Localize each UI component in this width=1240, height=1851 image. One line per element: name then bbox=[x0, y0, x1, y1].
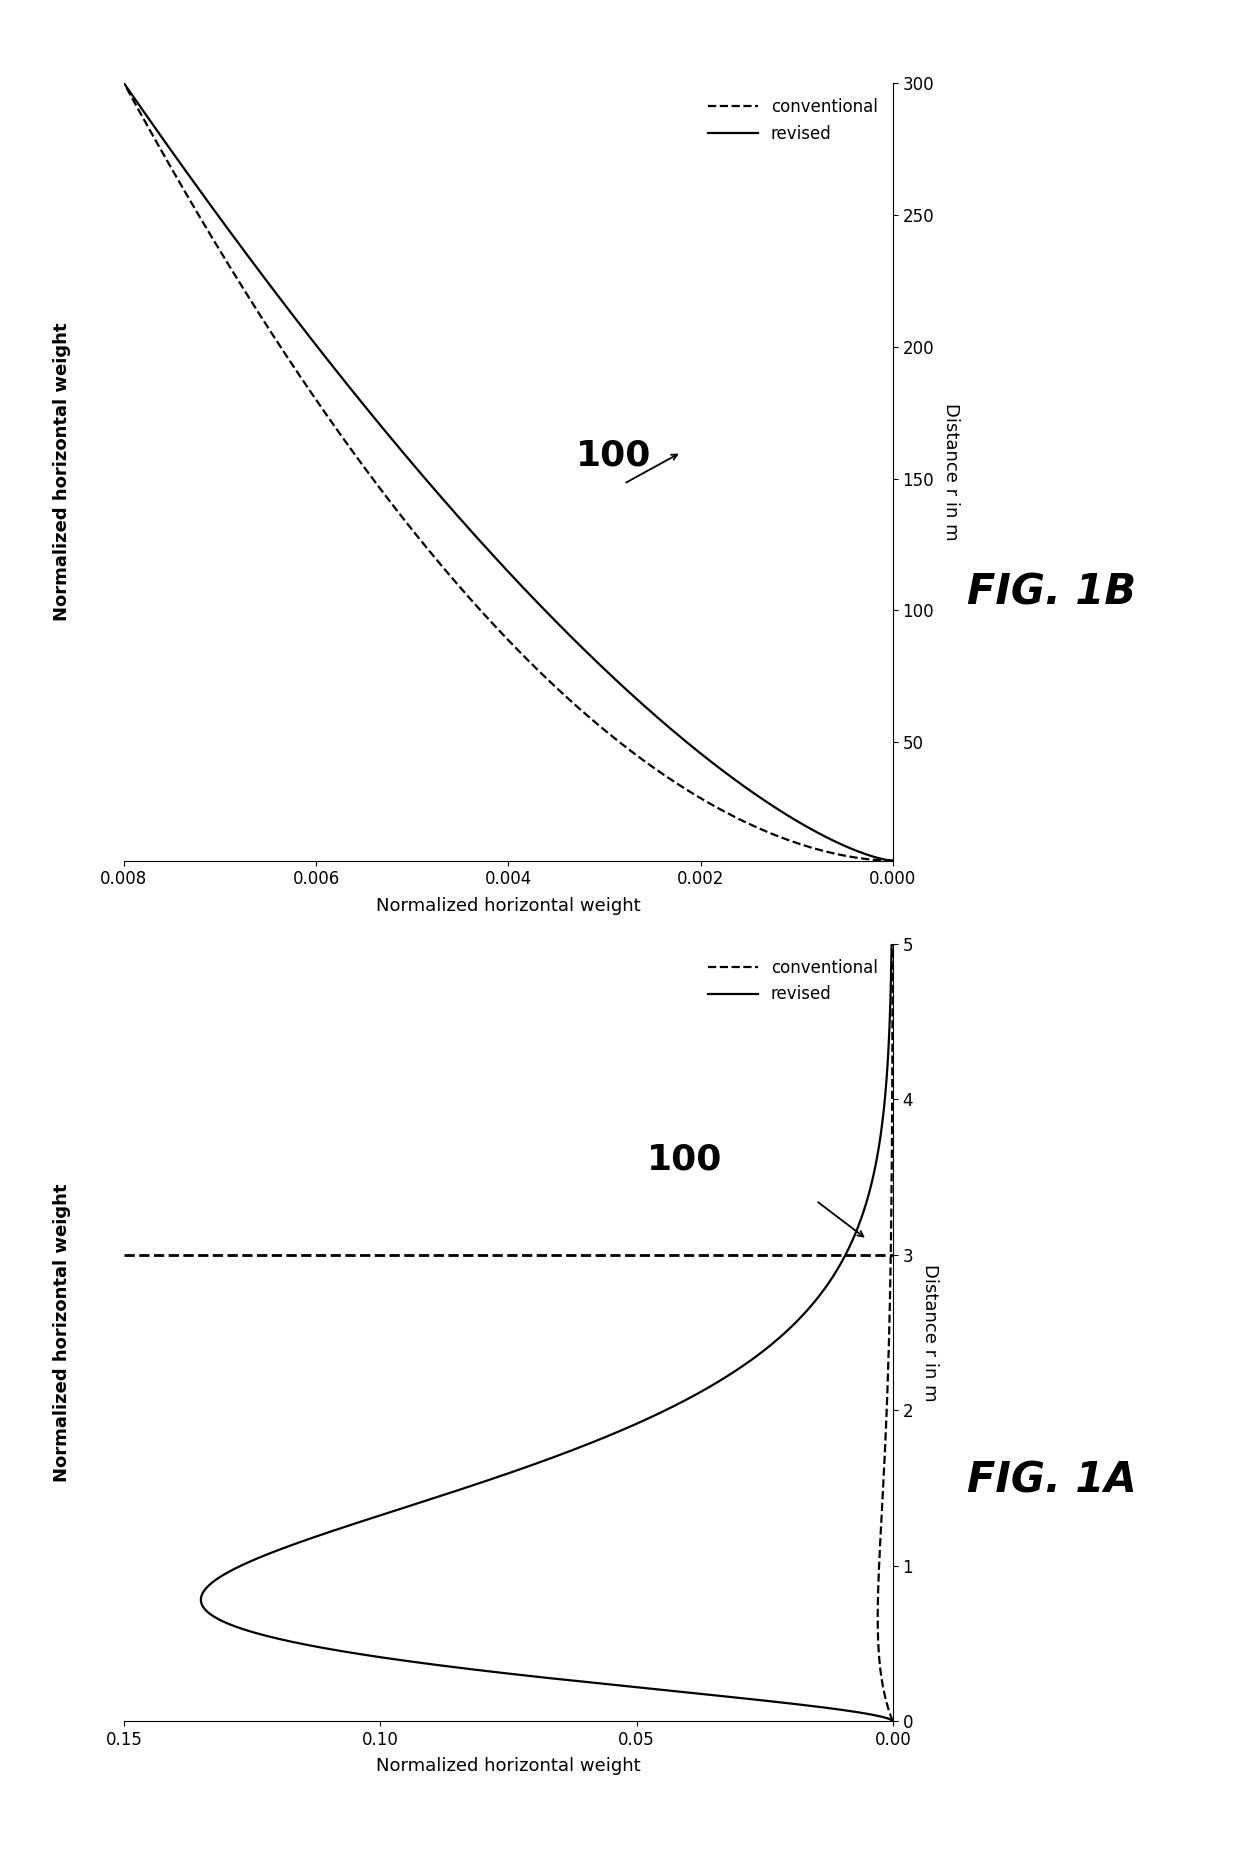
Text: Normalized horizontal weight: Normalized horizontal weight bbox=[53, 1183, 71, 1483]
Legend: conventional, revised: conventional, revised bbox=[701, 953, 884, 1011]
Text: FIG. 1B: FIG. 1B bbox=[967, 572, 1136, 613]
X-axis label: Normalized horizontal weight: Normalized horizontal weight bbox=[376, 896, 641, 914]
Text: FIG. 1A: FIG. 1A bbox=[967, 1460, 1137, 1501]
Y-axis label: Distance r in m: Distance r in m bbox=[921, 1264, 940, 1401]
Text: 100: 100 bbox=[575, 439, 651, 472]
Legend: conventional, revised: conventional, revised bbox=[701, 93, 884, 150]
X-axis label: Normalized horizontal weight: Normalized horizontal weight bbox=[376, 1757, 641, 1775]
Y-axis label: Distance r in m: Distance r in m bbox=[942, 404, 961, 540]
Text: 100: 100 bbox=[647, 1142, 722, 1177]
Text: Normalized horizontal weight: Normalized horizontal weight bbox=[53, 322, 71, 622]
